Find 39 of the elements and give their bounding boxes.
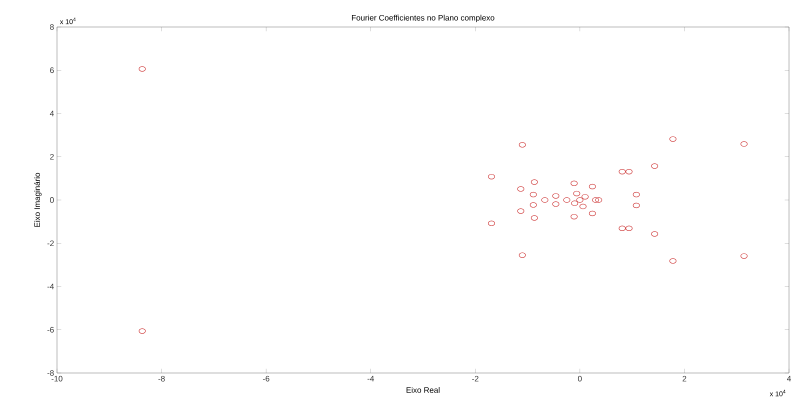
point — [541, 197, 548, 203]
point — [138, 66, 146, 72]
point — [582, 194, 589, 200]
point — [517, 186, 524, 192]
point — [740, 253, 748, 259]
point — [651, 231, 658, 237]
point — [632, 202, 640, 208]
point — [579, 204, 587, 210]
point — [530, 215, 538, 221]
point — [570, 180, 578, 186]
point — [669, 258, 676, 264]
point — [625, 168, 633, 174]
point — [552, 201, 560, 207]
point — [530, 202, 537, 208]
point — [573, 190, 580, 196]
point — [632, 192, 640, 198]
point — [576, 197, 584, 203]
point — [570, 214, 578, 220]
point — [669, 136, 676, 142]
point — [571, 200, 578, 206]
point — [588, 184, 596, 190]
point — [625, 226, 633, 232]
point — [595, 197, 602, 203]
point — [552, 193, 560, 199]
point — [740, 141, 748, 147]
point — [588, 210, 596, 216]
point — [517, 208, 524, 214]
point — [488, 174, 496, 180]
point — [530, 192, 537, 198]
point — [592, 197, 600, 203]
point — [618, 168, 626, 174]
point — [488, 220, 496, 226]
point — [651, 163, 658, 169]
point — [138, 328, 146, 334]
point — [618, 226, 626, 232]
point — [563, 197, 570, 203]
point — [530, 179, 538, 185]
point — [518, 252, 526, 258]
point — [518, 142, 526, 148]
